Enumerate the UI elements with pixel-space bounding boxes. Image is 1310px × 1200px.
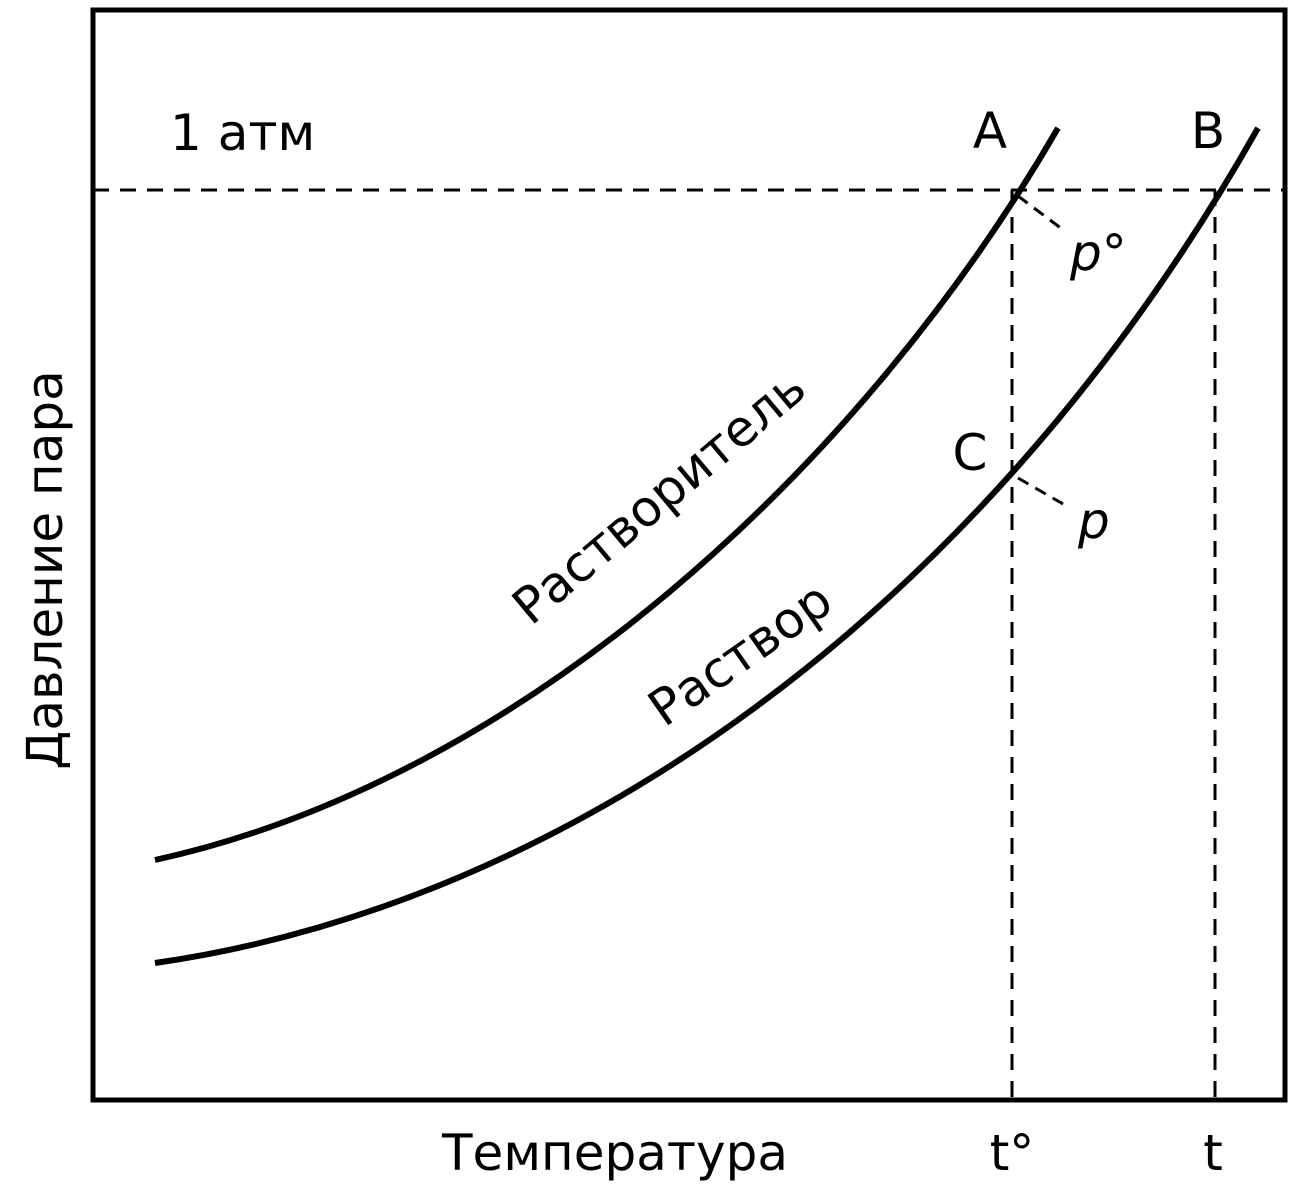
temperature-label: t	[1203, 1124, 1223, 1182]
frame	[90, 7, 1288, 1103]
point-label: C	[953, 424, 988, 482]
reference-label: 1 атм	[170, 104, 315, 162]
leader-line	[1017, 194, 1067, 234]
solvent-curve	[154, 126, 1061, 863]
point-label: B	[1191, 102, 1225, 160]
y-axis-label: Давление пара	[16, 370, 74, 769]
leader-line	[1017, 476, 1071, 510]
x-axis-label: Температура	[441, 1124, 788, 1182]
pressure-label: p	[1077, 492, 1110, 550]
point-label: A	[973, 102, 1007, 160]
solution-curve	[154, 126, 1261, 966]
pressure-label: p°	[1069, 224, 1127, 282]
temperature-label: t°	[990, 1124, 1035, 1182]
